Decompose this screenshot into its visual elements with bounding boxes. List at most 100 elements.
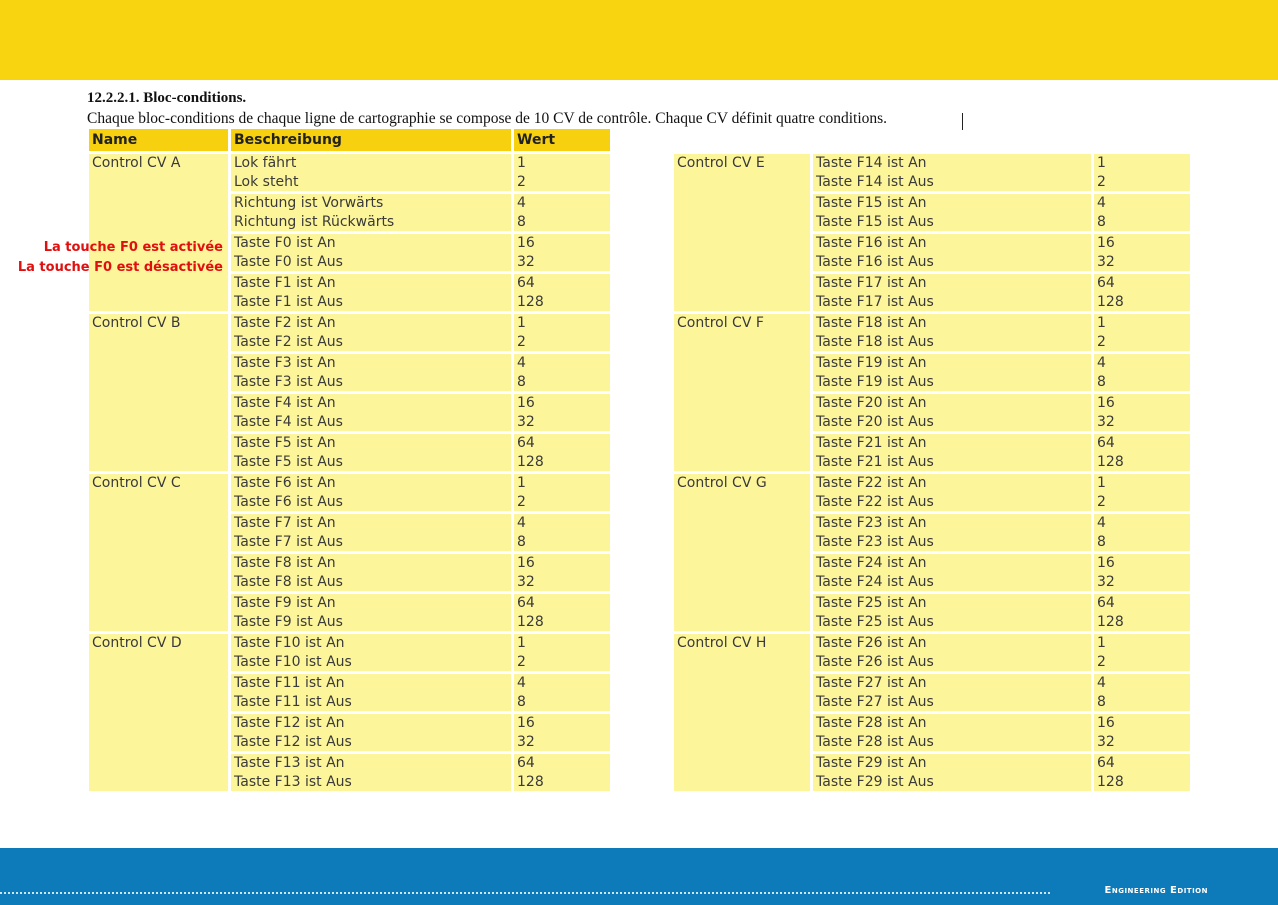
value-text: 8	[517, 213, 526, 230]
value-text: 128	[1097, 453, 1124, 470]
condition-text: Taste F8 ist An	[234, 555, 336, 571]
condition-description: Taste F3 ist An Taste F3 ist Aus	[231, 354, 511, 391]
condition-text: Taste F2 ist An	[234, 315, 336, 331]
condition-text: Taste F17 ist Aus	[816, 293, 934, 310]
value-text: 1	[517, 475, 526, 491]
condition-text: Lok fährt	[234, 155, 297, 171]
edition-label: Engineering Edition	[1104, 885, 1208, 896]
condition-text: Taste F15 ist Aus	[816, 213, 934, 230]
condition-value: 16 32	[1094, 554, 1190, 591]
value-text: 64	[1097, 275, 1115, 291]
condition-description: Taste F10 ist An Taste F10 ist Aus	[231, 634, 511, 671]
table-row: Control CV C Taste F6 ist An Taste F6 ist …	[89, 474, 610, 631]
table-row: Control CV E Taste F14 ist An Taste F14 is…	[674, 154, 1190, 311]
value-text: 32	[1097, 733, 1115, 750]
condition-value: 64 128	[514, 754, 610, 791]
header-value: Wert	[514, 129, 610, 151]
value-text: 8	[517, 533, 526, 550]
table-row: Taste F28 ist An Taste F28 ist Aus 16 32	[674, 714, 1190, 751]
condition-description: Taste F29 ist An Taste F29 ist Aus	[813, 754, 1091, 791]
condition-text: Taste F4 ist Aus	[234, 413, 343, 430]
condition-text: Taste F8 ist Aus	[234, 573, 343, 590]
condition-description: Taste F19 ist An Taste F19 ist Aus	[813, 354, 1091, 391]
condition-description: Taste F7 ist An Taste F7 ist Aus	[231, 514, 511, 551]
value-text: 64	[517, 435, 535, 451]
condition-value: 16 32	[514, 714, 610, 751]
condition-text: Taste F10 ist An	[234, 635, 345, 651]
condition-description: Taste F17 ist An Taste F17 ist Aus	[813, 274, 1091, 311]
condition-description: Taste F21 ist An Taste F21 ist Aus	[813, 434, 1091, 471]
control-cv-table-right: Control CV E Taste F14 ist An Taste F14 is…	[671, 151, 1193, 794]
value-text: 64	[1097, 595, 1115, 611]
condition-text: Taste F12 ist Aus	[234, 733, 352, 750]
condition-value: 16 32	[514, 554, 610, 591]
bottom-blue-band	[0, 848, 1278, 905]
value-text: 32	[517, 253, 535, 270]
table-row: Taste F16 ist An Taste F16 ist Aus 16 32	[674, 234, 1190, 271]
condition-text: Taste F1 ist An	[234, 275, 336, 291]
condition-value: 64 128	[514, 434, 610, 471]
condition-text: Taste F23 ist An	[816, 515, 927, 531]
condition-text: Taste F3 ist An	[234, 355, 336, 371]
value-text: 1	[1097, 475, 1106, 491]
condition-description: Taste F11 ist An Taste F11 ist Aus	[231, 674, 511, 711]
value-text: 128	[517, 453, 544, 470]
condition-description: Taste F5 ist An Taste F5 ist Aus	[231, 434, 511, 471]
table-row: Control CV D Taste F10 ist An Taste F10 is…	[89, 634, 610, 791]
condition-value: 16 32	[1094, 234, 1190, 271]
condition-description: Taste F12 ist An Taste F12 ist Aus	[231, 714, 511, 751]
condition-text: Taste F27 ist Aus	[816, 693, 934, 710]
condition-text: Taste F20 ist Aus	[816, 413, 934, 430]
condition-text: Taste F18 ist An	[816, 315, 927, 331]
condition-description: Lok fährt Lok steht	[231, 154, 511, 191]
table-row: Taste F19 ist An Taste F19 ist Aus 4 8	[674, 354, 1190, 391]
control-cv-name: Control CV H	[674, 634, 810, 791]
condition-text: Lok steht	[234, 173, 299, 190]
condition-text: Taste F16 ist Aus	[816, 253, 934, 270]
value-text: 1	[517, 315, 526, 331]
value-text: 2	[1097, 333, 1106, 350]
value-text: 2	[517, 653, 526, 670]
condition-text: Taste F16 ist An	[816, 235, 927, 251]
control-cv-name: Control CV F	[674, 314, 810, 471]
value-text: 4	[517, 195, 526, 211]
table-row: Taste F3 ist An Taste F3 ist Aus 4 8	[89, 354, 610, 391]
value-text: 8	[517, 693, 526, 710]
condition-description: Taste F14 ist An Taste F14 ist Aus	[813, 154, 1091, 191]
control-cv-table-left: Name Beschreibung Wert Control CV A Lok f…	[86, 126, 613, 794]
value-text: 16	[517, 555, 535, 571]
condition-text: Taste F18 ist Aus	[816, 333, 934, 350]
value-text: 64	[517, 275, 535, 291]
value-text: 8	[1097, 213, 1106, 230]
condition-description: Taste F27 ist An Taste F27 ist Aus	[813, 674, 1091, 711]
condition-value: 64 128	[1094, 594, 1190, 631]
condition-value: 64 128	[1094, 434, 1190, 471]
condition-text: Taste F23 ist Aus	[816, 533, 934, 550]
value-text: 16	[517, 235, 535, 251]
condition-text: Taste F4 ist An	[234, 395, 336, 411]
condition-text: Taste F27 ist An	[816, 675, 927, 691]
condition-text: Taste F10 ist Aus	[234, 653, 352, 670]
value-text: 32	[1097, 573, 1115, 590]
condition-description: Taste F26 ist An Taste F26 ist Aus	[813, 634, 1091, 671]
value-text: 16	[1097, 555, 1115, 571]
section-intro: Chaque bloc-conditions de chaque ligne d…	[87, 110, 888, 127]
table-row: Taste F24 ist An Taste F24 ist Aus 16 32	[674, 554, 1190, 591]
value-text: 8	[1097, 533, 1106, 550]
condition-text: Taste F6 ist An	[234, 475, 336, 491]
condition-text: Taste F9 ist An	[234, 595, 336, 611]
value-text: 32	[517, 733, 535, 750]
condition-text: Taste F9 ist Aus	[234, 613, 343, 630]
table-row: Taste F17 ist An Taste F17 ist Aus 64 128	[674, 274, 1190, 311]
condition-description: Richtung ist Vorwärts Richtung ist Rückwä…	[231, 194, 511, 231]
condition-text: Taste F14 ist Aus	[816, 173, 934, 190]
